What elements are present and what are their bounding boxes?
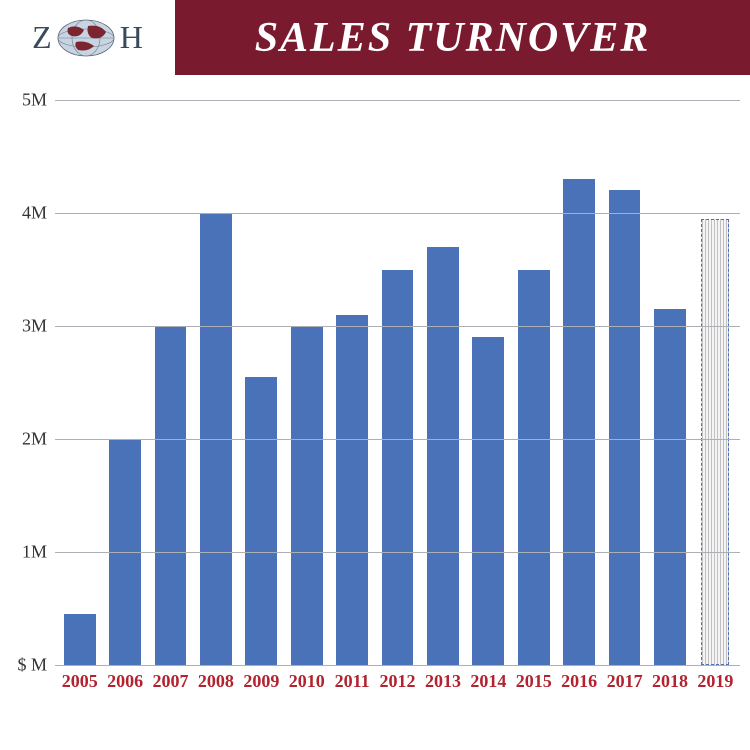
- title-bar: SALES TURNOVER: [175, 0, 750, 75]
- chart-bar-slot: [466, 100, 511, 665]
- chart-y-tick-label: $ M: [17, 655, 47, 676]
- chart-bar-slot: [602, 100, 647, 665]
- chart-bar: [291, 326, 323, 665]
- logo-letter-right: H: [120, 19, 143, 56]
- header: Z H SALES TURNOVER: [0, 0, 750, 75]
- chart-bar: [382, 270, 414, 666]
- chart-bar: [155, 326, 187, 665]
- chart-y-tick-label: 5M: [22, 90, 47, 111]
- logo: Z H: [0, 0, 175, 75]
- chart-bar-forecast: [701, 219, 729, 665]
- sales-turnover-chart: $ M1M2M3M4M5M 20052006200720082009201020…: [0, 75, 750, 715]
- chart-x-tick-label: 2017: [602, 671, 647, 692]
- chart-bar: [245, 377, 277, 665]
- chart-y-tick-label: 3M: [22, 316, 47, 337]
- chart-bar-slot: [511, 100, 556, 665]
- chart-x-tick-label: 2018: [647, 671, 692, 692]
- chart-x-tick-label: 2007: [148, 671, 193, 692]
- chart-y-tick-label: 2M: [22, 429, 47, 450]
- chart-x-axis: 2005200620072008200920102011201220132014…: [55, 671, 740, 692]
- chart-gridline: [55, 213, 740, 214]
- chart-x-tick-label: 2016: [556, 671, 601, 692]
- chart-bar: [64, 614, 96, 665]
- chart-x-tick-label: 2011: [329, 671, 374, 692]
- chart-x-tick-label: 2006: [102, 671, 147, 692]
- chart-bar: [472, 337, 504, 665]
- chart-plot-area: $ M1M2M3M4M5M: [55, 100, 740, 665]
- chart-bar-slot: [375, 100, 420, 665]
- chart-x-tick-label: 2009: [239, 671, 284, 692]
- chart-bar-slot: [193, 100, 238, 665]
- chart-bar-slot: [102, 100, 147, 665]
- chart-x-tick-label: 2014: [466, 671, 511, 692]
- chart-bar-slot: [647, 100, 692, 665]
- chart-gridline: [55, 326, 740, 327]
- chart-bar-slot: [148, 100, 193, 665]
- chart-x-tick-label: 2019: [693, 671, 738, 692]
- chart-bars: [55, 100, 740, 665]
- chart-bar-slot: [693, 100, 738, 665]
- logo-letter-left: Z: [32, 19, 52, 56]
- chart-bar: [427, 247, 459, 665]
- chart-gridline: [55, 439, 740, 440]
- chart-bar-slot: [57, 100, 102, 665]
- chart-gridline: [55, 552, 740, 553]
- chart-bar-slot: [239, 100, 284, 665]
- chart-x-tick-label: 2015: [511, 671, 556, 692]
- chart-x-tick-label: 2008: [193, 671, 238, 692]
- chart-x-tick-label: 2005: [57, 671, 102, 692]
- chart-bar: [654, 309, 686, 665]
- chart-bar: [518, 270, 550, 666]
- chart-gridline: [55, 665, 740, 666]
- chart-x-tick-label: 2012: [375, 671, 420, 692]
- chart-bar-slot: [420, 100, 465, 665]
- chart-y-tick-label: 4M: [22, 203, 47, 224]
- chart-bar-slot: [329, 100, 374, 665]
- chart-y-tick-label: 1M: [22, 542, 47, 563]
- chart-x-tick-label: 2010: [284, 671, 329, 692]
- globe-icon: [56, 18, 116, 58]
- chart-gridline: [55, 100, 740, 101]
- chart-bar: [563, 179, 595, 665]
- chart-bar-slot: [284, 100, 329, 665]
- chart-bar: [609, 190, 641, 665]
- chart-bar: [336, 315, 368, 665]
- chart-x-tick-label: 2013: [420, 671, 465, 692]
- chart-bar-slot: [556, 100, 601, 665]
- page-title: SALES TURNOVER: [255, 14, 651, 62]
